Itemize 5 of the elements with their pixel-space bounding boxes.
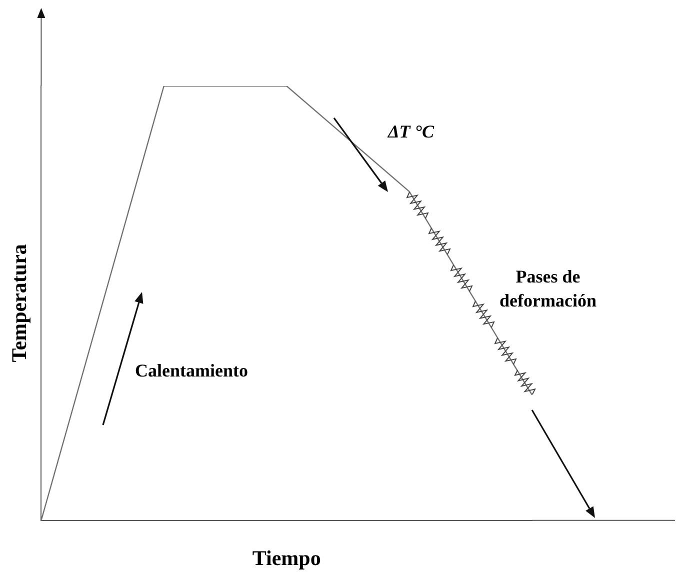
x-axis-title: Tiempo bbox=[252, 546, 321, 570]
annotation: Calentamiento bbox=[135, 360, 248, 381]
y-axis-title: Temperatura bbox=[7, 244, 32, 362]
annotation: ΔT °C bbox=[387, 122, 435, 142]
annotation: Pases de deformación bbox=[500, 266, 596, 311]
